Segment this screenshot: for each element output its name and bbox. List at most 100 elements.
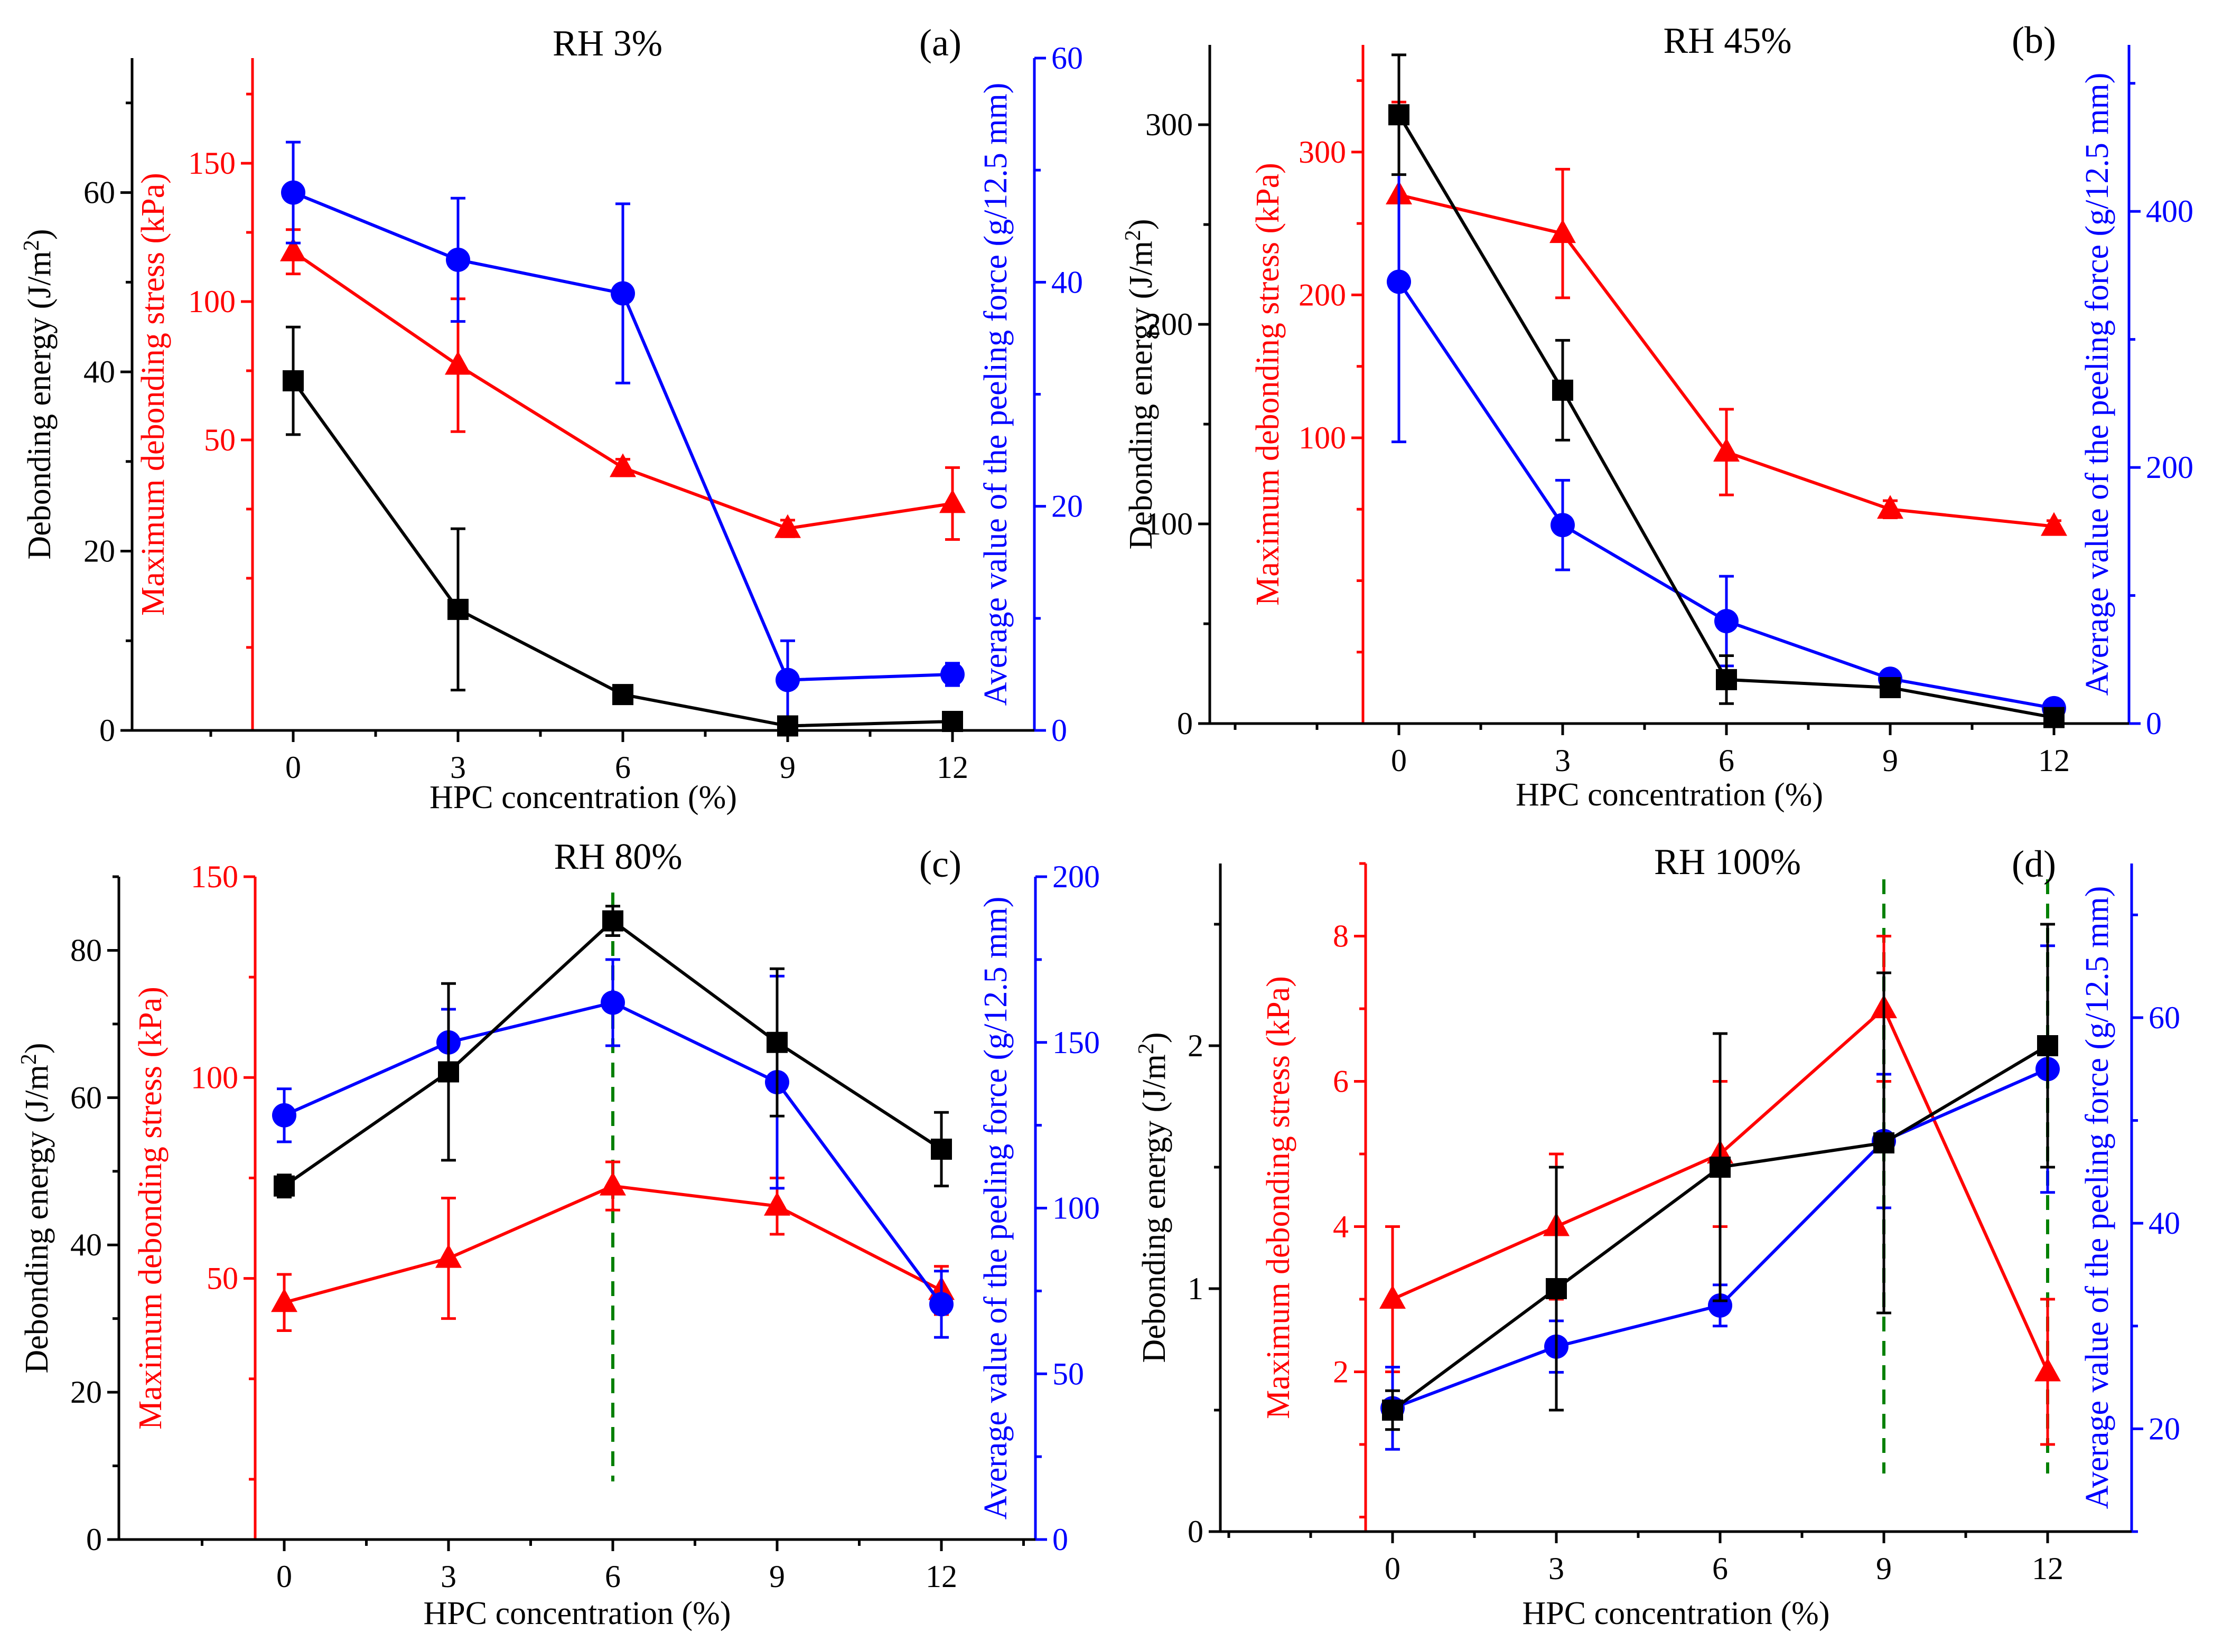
x-tick-label: 3 <box>441 1559 456 1594</box>
x-axis-title: HPC concentration (%) <box>1516 777 1823 813</box>
panel-letter: (c) <box>919 843 961 885</box>
stress-tick-label: 200 <box>1299 277 1346 312</box>
energy-axis-title-sup: 2 <box>1121 230 1145 241</box>
panel-letter: (b) <box>2012 19 2056 61</box>
peel-tick-label: 40 <box>2149 1206 2180 1241</box>
energy-marker <box>1382 1400 1403 1421</box>
x-tick-label: 6 <box>615 750 631 785</box>
peel-marker <box>1387 269 1411 294</box>
energy-axis-title: Debonding energy (J/m2) <box>20 229 58 560</box>
stress-axis-title: Maximum debonding stress (kPa) <box>1260 976 1296 1419</box>
energy-marker <box>942 711 963 733</box>
energy-tick-label: 20 <box>70 1375 102 1410</box>
stress-tick-label: 150 <box>191 859 238 894</box>
stress-marker <box>764 1191 790 1216</box>
peel-marker <box>776 668 800 692</box>
x-tick-label: 12 <box>937 750 968 785</box>
energy-marker <box>777 715 798 737</box>
x-tick-label: 9 <box>769 1559 785 1594</box>
stress-tick-label: 50 <box>204 423 236 457</box>
panel-letter: (d) <box>2012 843 2056 885</box>
peel-marker <box>272 1103 296 1128</box>
stress-marker <box>610 453 636 477</box>
stress-marker <box>1713 438 1740 462</box>
energy-tick-label: 300 <box>1145 107 1193 142</box>
energy-tick-label: 0 <box>1188 1514 1203 1549</box>
energy-marker <box>438 1061 459 1083</box>
x-tick-label: 3 <box>450 750 466 785</box>
x-axis-title: HPC concentration (%) <box>429 780 737 815</box>
series-stress <box>280 228 966 541</box>
energy-axis-title-text: Debonding energy (J/m <box>1136 1054 1172 1363</box>
energy-marker <box>447 598 469 620</box>
energy-marker <box>283 370 304 392</box>
energy-axis-title-sup: 2 <box>20 240 44 251</box>
panel-title: RH 100% <box>1654 842 1801 883</box>
panel-letter: (a) <box>919 22 961 64</box>
x-tick-label: 12 <box>2032 1551 2063 1586</box>
peel-marker <box>446 247 470 272</box>
energy-axis-title-close: ) <box>1123 219 1159 230</box>
energy-marker <box>767 1031 788 1053</box>
energy-tick-label: 60 <box>83 175 115 210</box>
stress-tick-label: 6 <box>1333 1064 1349 1099</box>
peel-marker <box>281 180 305 205</box>
energy-marker <box>1880 677 1901 698</box>
energy-axis-title-sup: 2 <box>1134 1043 1159 1054</box>
energy-tick-label: 0 <box>1177 706 1193 741</box>
energy-tick-label: 60 <box>70 1080 102 1115</box>
energy-marker <box>1552 379 1573 401</box>
energy-tick-label: 1 <box>1188 1271 1203 1306</box>
energy-tick-label: 2 <box>1188 1028 1203 1063</box>
peel-tick-label: 0 <box>2146 706 2162 741</box>
energy-axis-title: Debonding energy (J/m2) <box>17 1043 55 1374</box>
x-tick-label: 12 <box>926 1559 957 1594</box>
x-tick-label: 9 <box>1882 743 1898 778</box>
peel-axis-title: Average value of the peeling force (g/12… <box>978 897 1014 1520</box>
energy-marker <box>2037 1035 2058 1056</box>
peel-marker <box>1551 513 1575 538</box>
peel-axis-title: Average value of the peeling force (g/12… <box>2079 73 2115 696</box>
stress-marker <box>2034 1357 2061 1382</box>
energy-axis-title-close: ) <box>22 229 58 240</box>
peel-tick-label: 20 <box>2149 1411 2180 1446</box>
energy-marker <box>2043 707 2065 728</box>
energy-tick-label: 200 <box>1145 307 1193 342</box>
energy-marker <box>1388 104 1409 126</box>
peel-tick-label: 60 <box>1051 41 1083 76</box>
series-energy <box>1382 923 2058 1431</box>
panel-title: RH 45% <box>1663 21 1791 61</box>
peel-tick-label: 0 <box>1052 1522 1068 1557</box>
stress-tick-label: 100 <box>188 284 236 319</box>
energy-tick-label: 20 <box>83 534 115 569</box>
energy-marker <box>274 1175 295 1197</box>
peel-tick-label: 100 <box>1052 1191 1100 1226</box>
x-tick-label: 0 <box>1391 743 1407 778</box>
energy-axis-title: Debonding energy (J/m2) <box>1121 219 1159 550</box>
chart-panel-2: 0 100 200 300 100 200 300 0 200 400 0 3 6 9 12 HPC conc… <box>1121 19 2193 813</box>
energy-axis-title-text: Debonding energy (J/m <box>19 1065 55 1373</box>
peel-marker <box>1714 609 1739 634</box>
peel-axis-title: Average value of the peeling force (g/12… <box>978 83 1014 706</box>
x-tick-label: 9 <box>1876 1551 1892 1586</box>
peel-marker <box>611 281 635 306</box>
peel-tick-label: 0 <box>1051 713 1067 748</box>
energy-axis-title-close: ) <box>1136 1032 1172 1044</box>
chart-panel-3: 0 20 40 60 80 50 100 150 0 50 100 150 200 0 3 6 9 12 HPC c… <box>17 837 1100 1631</box>
series-energy <box>1388 53 2065 728</box>
energy-axis-title-text: Debonding energy (J/m <box>22 251 58 559</box>
energy-tick-label: 100 <box>1145 506 1193 541</box>
series-peel <box>281 140 965 721</box>
stress-axis-title: Maximum debonding stress (kPa) <box>1250 163 1286 606</box>
x-tick-label: 0 <box>1385 1551 1400 1586</box>
energy-marker <box>602 910 623 932</box>
stress-axis-title: Maximum debonding stress (kPa) <box>135 173 171 616</box>
stress-marker <box>2041 512 2067 536</box>
stress-tick-label: 300 <box>1299 135 1346 170</box>
stress-marker <box>435 1244 462 1268</box>
peel-marker <box>1708 1293 1732 1318</box>
peel-tick-label: 200 <box>1052 859 1100 894</box>
panel-title: RH 3% <box>553 23 662 64</box>
stress-marker <box>1379 1285 1406 1309</box>
